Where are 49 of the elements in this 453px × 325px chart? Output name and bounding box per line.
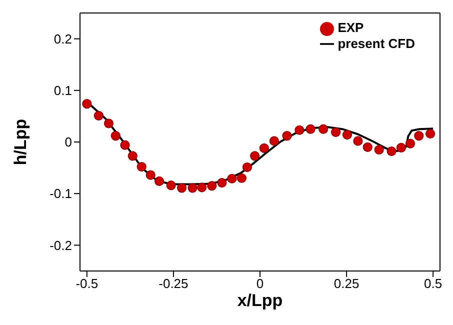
point [176, 183, 187, 193]
point [362, 142, 372, 152]
point [259, 143, 269, 153]
y-tick-label: 0 [64, 134, 72, 150]
point [405, 138, 416, 148]
point [154, 176, 164, 186]
point [188, 183, 198, 193]
x-tick-label: -0.25 [158, 276, 188, 292]
point [197, 182, 207, 192]
point [236, 173, 246, 183]
point [294, 125, 304, 135]
point [207, 181, 217, 191]
x-tick-label: 0.5 [424, 276, 442, 292]
point [166, 180, 176, 190]
point [242, 162, 252, 172]
x-tick-label: 0 [256, 276, 264, 292]
point [269, 136, 279, 146]
point [318, 124, 328, 134]
y-tick-label: 0.1 [54, 83, 72, 98]
x-axis-title: x/Lpp [237, 291, 283, 310]
point [306, 124, 316, 134]
point [282, 131, 292, 141]
point [94, 110, 104, 120]
y-tick-label: -0.1 [50, 186, 72, 202]
point [217, 178, 227, 188]
point [414, 131, 424, 141]
point [426, 128, 436, 139]
point [110, 131, 120, 141]
point [396, 142, 406, 152]
point [342, 130, 352, 140]
point [104, 118, 114, 128]
point [136, 162, 146, 172]
x-tick-label: 0.25 [334, 276, 360, 292]
legend-label: present CFD [338, 36, 415, 51]
point [250, 151, 260, 161]
point [120, 140, 130, 150]
x-tick-label: -0.5 [76, 276, 98, 292]
y-tick-label: -0.2 [50, 238, 72, 253]
point [227, 174, 237, 184]
legend-label: EXP [338, 20, 364, 35]
point [128, 151, 138, 161]
point [353, 136, 363, 146]
point [386, 146, 396, 156]
y-axis-title: h/Lpp [11, 118, 30, 166]
y-tick-label: 0.2 [54, 31, 72, 46]
point [374, 144, 384, 155]
point [146, 170, 156, 180]
point [82, 99, 92, 109]
point [331, 127, 341, 137]
